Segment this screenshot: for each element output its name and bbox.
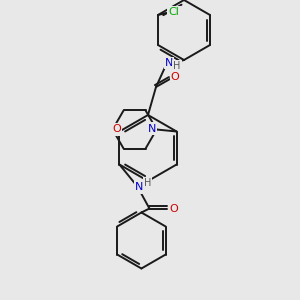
Text: Cl: Cl <box>169 7 179 17</box>
Text: O: O <box>171 72 179 82</box>
Text: N: N <box>165 58 173 68</box>
Text: O: O <box>112 124 121 134</box>
Text: H: H <box>144 178 151 188</box>
Text: H: H <box>173 61 181 71</box>
Text: N: N <box>135 182 144 193</box>
Text: O: O <box>169 203 178 214</box>
Text: N: N <box>147 124 156 134</box>
